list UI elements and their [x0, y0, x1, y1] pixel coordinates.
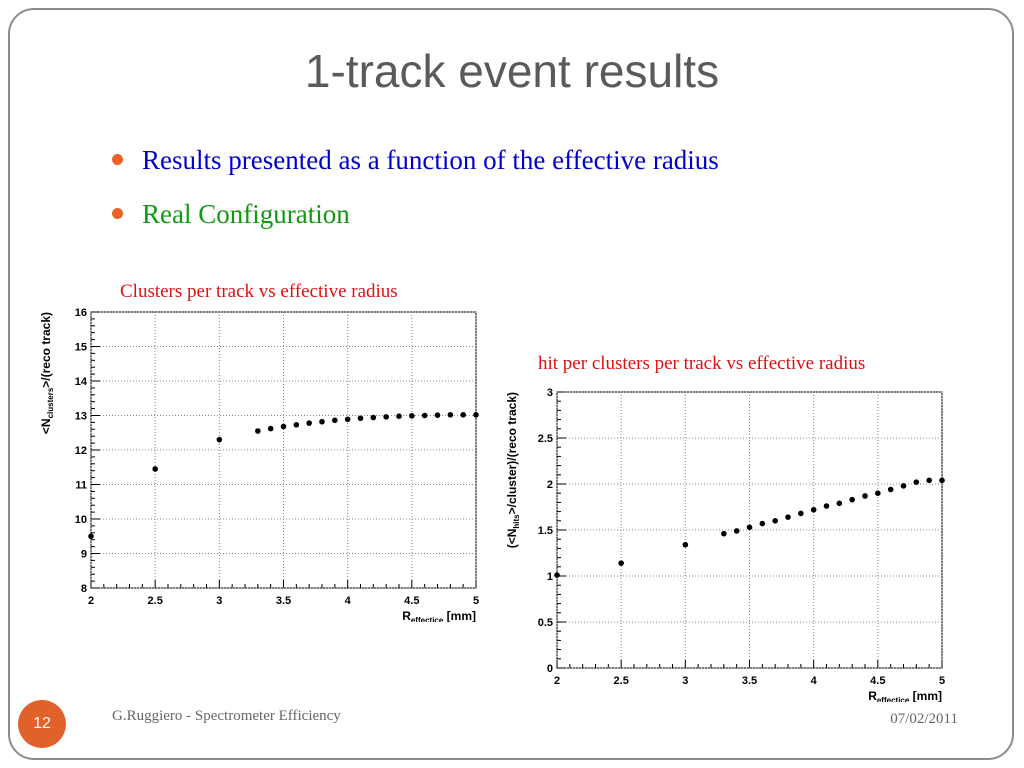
x-tick-label: 4 — [345, 595, 352, 607]
y-tick-label: 2 — [547, 479, 553, 491]
y-axis-label: (<Nhits>/cluster)/(reco track) — [505, 392, 521, 548]
data-point — [682, 541, 689, 548]
data-point — [267, 425, 274, 432]
x-axis-label: Reffectice [mm] — [402, 609, 476, 622]
data-point — [875, 490, 881, 496]
bullet-text: Real Configuration — [142, 199, 350, 229]
data-point — [746, 524, 753, 531]
data-point — [913, 479, 920, 485]
page-number-badge: 12 — [18, 700, 66, 748]
data-point — [798, 510, 804, 517]
data-point — [785, 514, 791, 520]
x-tick-label: 3 — [216, 595, 222, 607]
data-point — [759, 520, 766, 527]
data-point — [862, 493, 868, 499]
x-tick-label: 2.5 — [614, 675, 629, 687]
data-point — [293, 422, 300, 428]
data-point — [88, 533, 94, 540]
y-tick-label: 15 — [75, 342, 87, 354]
chart-hits-per-cluster: 2 2.5 3 3.5 4 4.5 5 0 0.5 1 1.5 2 2.5 3 Reffectice [mm… — [505, 387, 945, 702]
y-tick-label: 3 — [547, 387, 553, 399]
data-point — [810, 506, 817, 513]
x-tick-label: 5 — [473, 595, 479, 607]
y-tick-label: 0 — [547, 663, 553, 675]
slide-frame — [8, 8, 1014, 760]
y-tick-label: 10 — [75, 514, 87, 526]
data-point — [396, 413, 402, 419]
data-point — [823, 503, 830, 509]
x-tick-label: 2 — [554, 675, 560, 687]
data-point — [280, 423, 287, 430]
data-point — [447, 412, 454, 418]
data-point — [554, 572, 560, 578]
data-point — [409, 413, 415, 419]
y-tick-label: 0.5 — [538, 617, 553, 629]
y-axis-label: <Nclusters>/(reco track) — [39, 312, 55, 434]
chart-clusters-per-track: 2 2.5 3 3.5 4 4.5 5 8 9 10 11 12 13 14 15 16 Reffectice … — [39, 307, 479, 622]
x-axis-label: Reffectice [mm] — [868, 689, 942, 702]
data-point — [332, 417, 338, 424]
footer-date: 07/02/2011 — [890, 711, 958, 727]
chart2-caption: hit per clusters per track vs effective … — [538, 353, 866, 374]
data-point — [926, 477, 932, 484]
data-point — [370, 414, 377, 421]
bullet-item: Results presented as a function of the e… — [112, 142, 719, 196]
chart1-caption: Clusters per track vs effective radius — [120, 281, 398, 302]
y-tick-label: 1.5 — [538, 525, 553, 537]
x-tick-label: 3 — [682, 675, 688, 687]
footer-author: G.Ruggiero - Spectrometer Efficiency — [112, 708, 341, 724]
bullet-dot-icon — [112, 154, 123, 165]
data-point — [836, 500, 843, 507]
slide-title: 1-track event results — [304, 45, 720, 97]
data-point — [733, 528, 740, 534]
y-tick-label: 12 — [75, 445, 87, 457]
data-point — [306, 420, 312, 426]
y-tick-label: 1 — [547, 571, 553, 583]
y-tick-label: 8 — [81, 583, 87, 595]
data-point — [319, 418, 325, 425]
data-point — [255, 428, 261, 434]
x-tick-label: 3.5 — [276, 595, 291, 607]
x-tick-label: 4 — [811, 675, 818, 687]
data-point — [344, 416, 351, 423]
data-point — [383, 414, 389, 420]
x-tick-label: 4.5 — [870, 675, 885, 687]
data-point — [473, 412, 479, 418]
bullet-item: Real Configuration — [112, 196, 719, 250]
x-tick-label: 2.5 — [148, 595, 163, 607]
x-tick-label: 5 — [939, 675, 945, 687]
data-point — [772, 518, 778, 524]
x-tick-label: 4.5 — [404, 595, 419, 607]
x-tick-label: 2 — [88, 595, 94, 607]
y-tick-label: 11 — [75, 480, 87, 492]
x-tick-label: 3.5 — [742, 675, 757, 687]
data-point — [618, 560, 624, 566]
data-point — [900, 483, 907, 489]
data-point — [849, 496, 855, 503]
data-point — [460, 412, 466, 418]
data-point — [434, 412, 441, 418]
y-tick-label: 9 — [81, 549, 87, 561]
bullet-list: Results presented as a function of the e… — [112, 142, 719, 250]
data-point — [887, 486, 894, 493]
data-point — [357, 415, 364, 422]
data-point — [152, 466, 158, 472]
y-tick-label: 16 — [75, 307, 87, 319]
data-point — [939, 477, 945, 484]
data-point — [721, 530, 727, 537]
bullet-dot-icon — [112, 208, 123, 219]
y-tick-label: 13 — [75, 411, 87, 423]
bullet-text: Results presented as a function of the e… — [142, 145, 719, 175]
y-tick-label: 14 — [75, 376, 88, 388]
y-tick-label: 2.5 — [538, 433, 553, 445]
data-point — [216, 436, 223, 443]
data-point — [421, 412, 428, 419]
